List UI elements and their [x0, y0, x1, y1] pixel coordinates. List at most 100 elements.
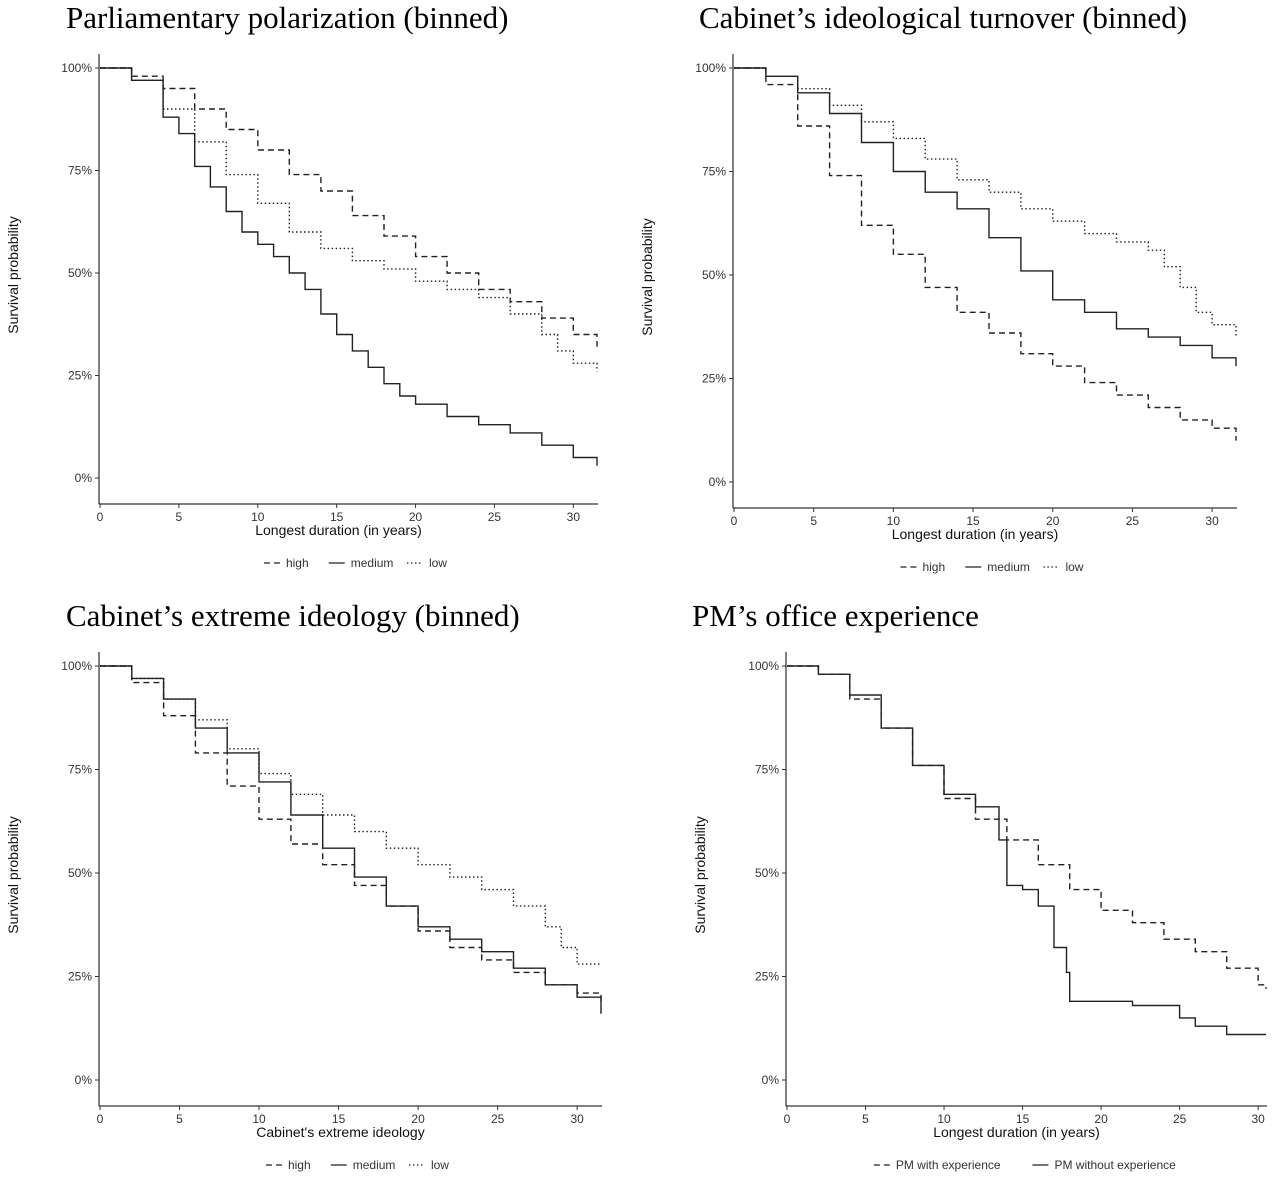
panel-pm-office-experience: PM’s office experience 0% 25% 50% 75% 100% 0 5…	[692, 598, 1282, 1178]
panel-extreme-ideology: Cabinet’s extreme ideology (binned) 0% 25…	[5, 598, 610, 1178]
x-axis-title: Longest duration (in years)	[933, 1124, 1100, 1140]
y-tick-label: 0%	[762, 1073, 780, 1087]
x-tick-label: 25	[1173, 1112, 1187, 1126]
x-tick-label: 20	[1046, 514, 1060, 528]
y-tick-label: 100%	[61, 659, 92, 673]
legend-label: high	[288, 1158, 311, 1172]
legend-item: high	[265, 1158, 311, 1172]
series-line-0	[100, 67, 598, 347]
legend-label: high	[922, 560, 945, 574]
legend-label: PM without experience	[1054, 1158, 1176, 1172]
y-tick-label: 0%	[75, 471, 93, 485]
series-line-2	[734, 67, 1237, 338]
survival-plot: 0% 25% 50% 75% 100% 0 5 10 15 20 25 30 Cabinet's ext…	[5, 652, 602, 1172]
legend-label: low	[431, 1158, 449, 1172]
y-tick-label: 25%	[68, 369, 92, 383]
x-tick-label: 5	[176, 510, 183, 524]
survival-plot: 0% 25% 50% 75% 100% 0 5 10 15 20 25 30 Longest durat…	[692, 652, 1267, 1172]
x-tick-label: 25	[488, 510, 502, 524]
legend-item: PM with experience	[873, 1158, 1001, 1172]
series-line-1	[100, 665, 602, 1014]
y-tick-label: 50%	[68, 266, 92, 280]
x-tick-label: 0	[97, 510, 104, 524]
y-tick-label: 0%	[709, 475, 727, 489]
x-tick-label: 25	[491, 1112, 505, 1126]
legend-label: medium	[351, 556, 394, 570]
survival-plot: 0% 25% 50% 75% 100% 0 5 10 15 20 25 30 Longest durat…	[5, 54, 598, 570]
series-line-0	[100, 665, 602, 1002]
x-tick-label: 20	[411, 1112, 425, 1126]
legend-label: medium	[353, 1158, 396, 1172]
legend-item: low	[406, 556, 447, 570]
x-tick-label: 15	[966, 514, 980, 528]
panel-title: PM’s office experience	[692, 598, 979, 633]
panel-title: Parliamentary polarization (binned)	[66, 0, 509, 35]
y-tick-label: 75%	[702, 165, 726, 179]
y-tick-label: 100%	[695, 61, 726, 75]
survival-plot: 0% 25% 50% 75% 100% 0 5 10 15 20 25 30 Longest durat…	[639, 54, 1237, 574]
y-tick-label: 100%	[61, 61, 92, 75]
x-tick-label: 10	[937, 1112, 951, 1126]
x-tick-label: 30	[1251, 1112, 1265, 1126]
series-line-0	[787, 665, 1267, 989]
x-tick-label: 0	[731, 514, 738, 528]
x-tick-label: 25	[1126, 514, 1140, 528]
x-tick-label: 15	[330, 510, 344, 524]
legend-item: low	[408, 1158, 449, 1172]
y-tick-label: 100%	[748, 659, 779, 673]
legend-item: medium	[330, 1158, 396, 1172]
y-tick-label: 50%	[68, 866, 92, 880]
legend-label: low	[1065, 560, 1083, 574]
panel-ideological-turnover: Cabinet’s ideological turnover (binned) …	[639, 0, 1244, 585]
panel-title: Cabinet’s ideological turnover (binned)	[699, 0, 1188, 35]
x-tick-label: 30	[567, 510, 581, 524]
y-tick-label: 25%	[755, 970, 779, 984]
legend-label: high	[286, 556, 309, 570]
legend-item: medium	[965, 560, 1030, 574]
x-tick-label: 20	[409, 510, 423, 524]
legend-label: low	[429, 556, 447, 570]
x-tick-label: 30	[570, 1112, 584, 1126]
x-tick-label: 15	[332, 1112, 346, 1126]
legend-item: high	[263, 556, 309, 570]
y-tick-label: 75%	[68, 763, 92, 777]
y-tick-label: 50%	[755, 866, 779, 880]
panel-title: Cabinet’s extreme ideology (binned)	[66, 598, 520, 633]
y-axis-title: Survival probability	[692, 816, 708, 934]
legend-item: PM without experience	[1032, 1158, 1176, 1172]
panel-parliamentary-polarization: Parliamentary polarization (binned) 0% 25…	[5, 0, 610, 580]
x-tick-label: 0	[784, 1112, 791, 1126]
legend-item: high	[900, 560, 945, 574]
x-tick-label: 5	[810, 514, 817, 528]
legend-label: medium	[987, 560, 1030, 574]
x-tick-label: 15	[1016, 1112, 1030, 1126]
x-tick-label: 10	[887, 514, 901, 528]
y-axis-title: Survival probability	[5, 816, 21, 934]
x-axis-title: Longest duration (in years)	[892, 526, 1059, 542]
y-tick-label: 75%	[755, 763, 779, 777]
y-tick-label: 75%	[68, 164, 92, 178]
x-tick-label: 10	[252, 1112, 266, 1126]
legend-item: medium	[328, 556, 394, 570]
series-line-2	[100, 67, 598, 372]
x-tick-label: 5	[176, 1112, 183, 1126]
legend-label: PM with experience	[896, 1158, 1001, 1172]
x-tick-label: 0	[97, 1112, 104, 1126]
x-axis-title: Cabinet's extreme ideology	[256, 1124, 424, 1140]
x-tick-label: 30	[1205, 514, 1219, 528]
y-axis-title: Survival probability	[5, 216, 21, 334]
legend-item: low	[1043, 560, 1084, 574]
x-axis-title: Longest duration (in years)	[255, 522, 422, 538]
series-line-1	[734, 67, 1237, 367]
series-line-2	[100, 665, 601, 965]
x-tick-label: 5	[862, 1112, 869, 1126]
x-tick-label: 10	[251, 510, 265, 524]
x-tick-label: 20	[1094, 1112, 1108, 1126]
series-line-1	[100, 67, 598, 466]
y-tick-label: 25%	[702, 372, 726, 386]
y-tick-label: 25%	[68, 970, 92, 984]
y-tick-label: 0%	[75, 1073, 93, 1087]
y-tick-label: 50%	[702, 268, 726, 282]
series-line-1	[787, 665, 1266, 1036]
y-axis-title: Survival probability	[639, 218, 655, 336]
